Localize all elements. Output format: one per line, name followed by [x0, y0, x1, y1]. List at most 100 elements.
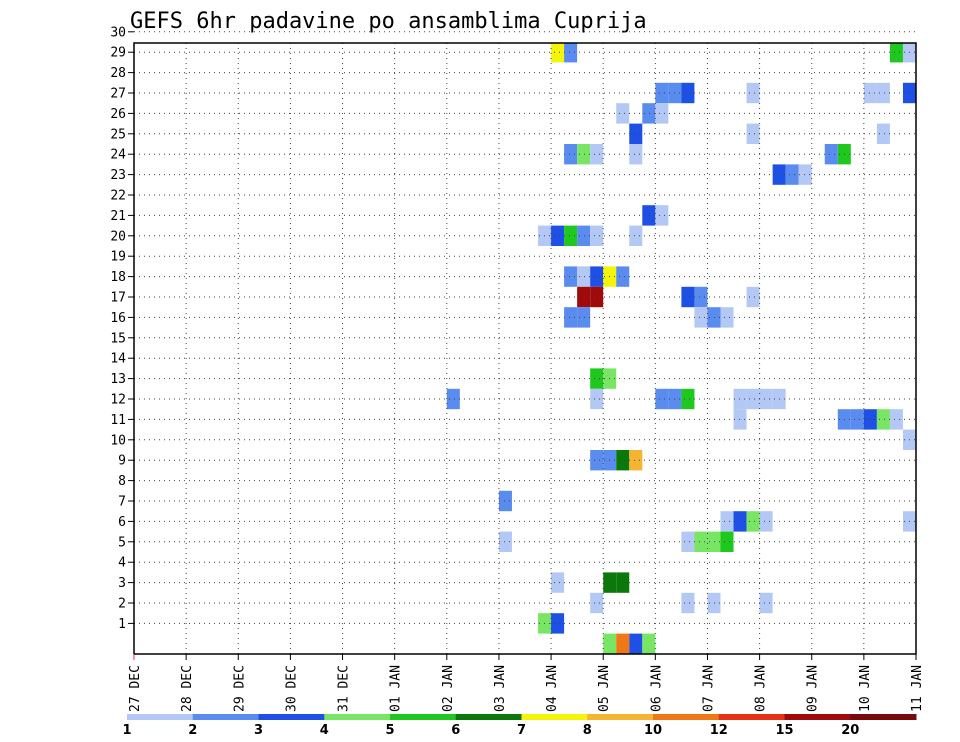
colorbar-swatch [521, 714, 588, 720]
colorbar-swatch [653, 714, 720, 720]
colorbar-swatch [127, 714, 194, 720]
heatmap-cells [446, 43, 916, 654]
heatmap-cell [707, 592, 721, 614]
heatmap-cell [616, 103, 630, 124]
y-tick-label: 5 [118, 535, 126, 550]
y-tick-label: 10 [110, 433, 126, 448]
colorbar-label: 7 [517, 723, 526, 738]
heatmap-cell [746, 82, 760, 104]
heatmap-cell [746, 286, 760, 308]
heatmap-cell [577, 225, 591, 246]
y-tick-label: 8 [118, 474, 126, 489]
heatmap-cell [577, 307, 591, 328]
heatmap-cell [759, 388, 773, 410]
heatmap-cell [564, 43, 578, 63]
x-tick-label: 08 JAN [754, 665, 769, 712]
heatmap-cell [590, 592, 604, 614]
y-tick-label: 26 [110, 107, 126, 122]
heatmap-cell [720, 307, 734, 328]
x-tick-label: 04 JAN [545, 665, 560, 712]
heatmap-cell [720, 531, 734, 552]
heatmap-cell [629, 633, 643, 654]
colorbar-label: 15 [775, 723, 793, 738]
colorbar-swatch [192, 714, 259, 720]
x-tick-label: 11 JAN [910, 665, 925, 712]
heatmap-cell [551, 613, 565, 634]
y-tick-label: 15 [110, 331, 126, 346]
heatmap-cell [707, 531, 721, 552]
heatmap-cell [746, 388, 760, 410]
y-tick-label: 20 [110, 229, 126, 244]
heatmap-cell [590, 266, 604, 287]
heatmap-cell [733, 409, 747, 430]
heatmap-cell [564, 144, 578, 165]
heatmap-cell [876, 409, 890, 430]
y-tick-label: 14 [110, 352, 126, 367]
colorbar: 1 2 3 4 5 6 7 8 10 12 15 20 [122, 714, 917, 738]
heatmap-cell [876, 82, 890, 104]
colorbar-label: 12 [710, 723, 728, 738]
heatmap-cell [746, 123, 760, 144]
y-tick-label: 11 [110, 413, 126, 428]
heatmap-cell [733, 388, 747, 410]
heatmap-cell [824, 144, 838, 165]
x-tick-label: 27 DEC [128, 665, 143, 712]
colorbar-label: 10 [644, 723, 662, 738]
heatmap-cell [616, 450, 630, 471]
heatmap-cell [616, 266, 630, 287]
heatmap-cell [655, 82, 669, 104]
heatmap-cell [642, 633, 656, 654]
heatmap-cell [590, 368, 604, 389]
heatmap-cell [629, 123, 643, 144]
colorbar-swatch [587, 714, 654, 720]
y-tick-label: 23 [110, 168, 126, 183]
heatmap-cell [577, 144, 591, 165]
y-tick-label: 7 [118, 495, 126, 510]
heatmap-cell [590, 450, 604, 471]
x-tick-label: 03 JAN [493, 665, 508, 712]
y-tick-label: 2 [118, 597, 126, 612]
y-tick-label: 1 [118, 617, 126, 632]
y-tick-label: 12 [110, 393, 126, 408]
heatmap-cell [707, 307, 721, 328]
colorbar-swatch [455, 714, 522, 720]
heatmap-cell [863, 409, 877, 430]
x-tick-label: 10 JAN [858, 665, 873, 712]
heatmap-cell [759, 592, 773, 614]
colorbar-swatch [718, 714, 785, 720]
x-tick-label: 05 JAN [597, 665, 612, 712]
y-tick-label: 4 [118, 556, 126, 571]
heatmap-cell [590, 144, 604, 165]
y-tick-label: 30 [110, 25, 126, 40]
heatmap-cell [551, 572, 565, 593]
heatmap-cell [889, 409, 903, 430]
heatmap-cell [720, 511, 734, 532]
colorbar-label: 2 [188, 723, 197, 738]
y-tick-label: 21 [110, 209, 126, 224]
heatmap-cell [785, 164, 799, 185]
colorbar-label: 6 [451, 723, 460, 738]
heatmap-cell [629, 450, 643, 471]
heatmap-cell [629, 144, 643, 165]
y-tick-label: 27 [110, 87, 126, 102]
axes: 1234567891011121314151617181920212223242… [110, 25, 925, 712]
y-tick-label: 3 [118, 576, 126, 591]
x-tick-label: 31 DEC [337, 665, 352, 712]
heatmap-cell [746, 511, 760, 532]
heatmap-cell [642, 103, 656, 124]
heatmap-cell [642, 205, 656, 226]
x-tick-label: 02 JAN [441, 665, 456, 712]
heatmap-cell [590, 286, 604, 308]
heatmap-cell [498, 531, 512, 552]
heatmap-cell [694, 307, 708, 328]
heatmap-cell [446, 388, 460, 410]
y-tick-label: 17 [110, 291, 126, 306]
heatmap-cell [733, 511, 747, 532]
heatmap-cell [590, 388, 604, 410]
colorbar-label: 3 [254, 723, 263, 738]
heatmap-cell [889, 43, 903, 63]
y-tick-label: 19 [110, 250, 126, 265]
y-tick-label: 24 [110, 148, 126, 163]
y-tick-label: 29 [110, 46, 126, 61]
colorbar-swatch [784, 714, 851, 720]
